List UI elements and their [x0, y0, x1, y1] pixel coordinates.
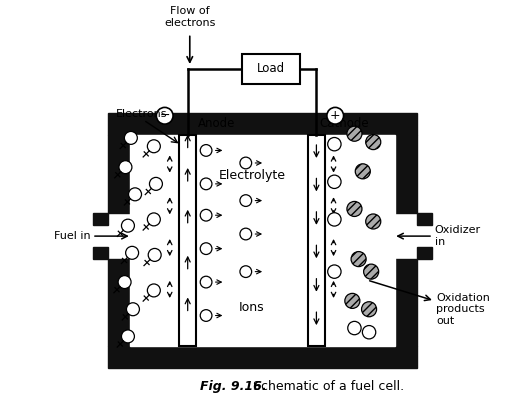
- Text: Schematic of a fuel cell.: Schematic of a fuel cell.: [249, 380, 404, 393]
- Bar: [417, 247, 432, 259]
- Circle shape: [240, 195, 251, 206]
- Bar: [242, 54, 300, 84]
- Circle shape: [127, 303, 140, 316]
- Circle shape: [355, 164, 370, 179]
- Circle shape: [347, 126, 362, 141]
- Circle shape: [150, 177, 162, 190]
- Circle shape: [362, 302, 376, 317]
- Circle shape: [347, 201, 362, 216]
- Circle shape: [119, 161, 132, 173]
- Circle shape: [240, 157, 251, 169]
- Bar: [93, 247, 108, 259]
- Bar: [108, 346, 417, 368]
- Bar: [395, 135, 417, 213]
- Text: Electrolyte: Electrolyte: [218, 169, 286, 182]
- Text: Oxidation
products
out: Oxidation products out: [436, 293, 490, 326]
- Circle shape: [148, 213, 160, 226]
- Text: +: +: [330, 109, 341, 122]
- Circle shape: [124, 131, 138, 145]
- Circle shape: [366, 214, 381, 229]
- Circle shape: [366, 135, 381, 150]
- Bar: [108, 135, 130, 213]
- Circle shape: [118, 276, 131, 289]
- Bar: [308, 135, 325, 346]
- Bar: [395, 259, 417, 346]
- Circle shape: [200, 145, 212, 156]
- Circle shape: [364, 264, 379, 279]
- Circle shape: [351, 252, 366, 267]
- Text: Flow of
electrons: Flow of electrons: [164, 6, 215, 27]
- Circle shape: [148, 140, 160, 153]
- Bar: [417, 213, 432, 225]
- Circle shape: [327, 108, 343, 124]
- Bar: [108, 113, 417, 135]
- Circle shape: [328, 265, 341, 278]
- Circle shape: [200, 243, 212, 254]
- Circle shape: [348, 321, 361, 335]
- Circle shape: [362, 326, 376, 339]
- Circle shape: [200, 178, 212, 190]
- Circle shape: [240, 266, 251, 278]
- Circle shape: [240, 228, 251, 240]
- Bar: [179, 135, 196, 346]
- Text: Fuel in: Fuel in: [54, 231, 90, 241]
- Bar: [93, 213, 108, 225]
- Circle shape: [345, 293, 360, 308]
- Circle shape: [125, 247, 139, 259]
- Circle shape: [148, 284, 160, 297]
- Circle shape: [328, 175, 341, 189]
- Circle shape: [121, 219, 134, 232]
- Bar: [108, 259, 130, 346]
- Text: −: −: [160, 109, 170, 122]
- Circle shape: [200, 310, 212, 321]
- Circle shape: [121, 330, 134, 343]
- Circle shape: [148, 249, 161, 261]
- Bar: [130, 135, 395, 346]
- Circle shape: [200, 209, 212, 221]
- Text: Fig. 9.16.: Fig. 9.16.: [200, 380, 267, 393]
- Text: Oxidizer
in: Oxidizer in: [435, 225, 481, 247]
- Text: Anode: Anode: [198, 117, 236, 129]
- Circle shape: [200, 276, 212, 288]
- Text: Ions: Ions: [239, 301, 265, 314]
- Circle shape: [156, 108, 173, 124]
- Text: Load: Load: [257, 62, 285, 75]
- Circle shape: [328, 213, 341, 226]
- Circle shape: [328, 137, 341, 151]
- Text: Electrons: Electrons: [116, 109, 167, 119]
- Text: Cathode: Cathode: [320, 117, 370, 129]
- Circle shape: [129, 188, 142, 201]
